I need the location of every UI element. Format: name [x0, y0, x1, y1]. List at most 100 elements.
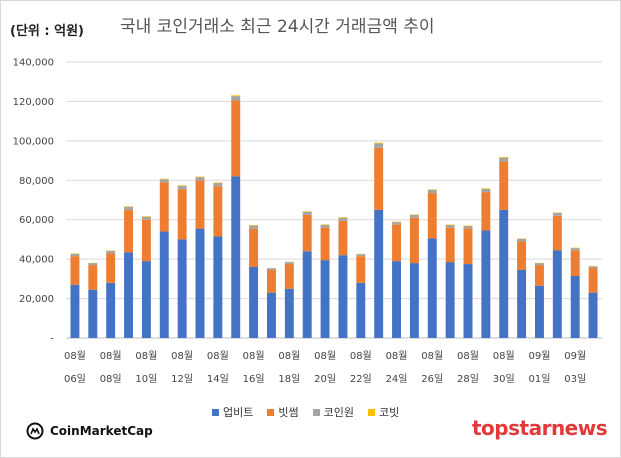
- bar-segment-upbit: [70, 284, 80, 338]
- bar-segment-korbit: [302, 211, 312, 212]
- bar-segment-coinone: [213, 183, 223, 187]
- x-tick-label-month: 08월: [243, 350, 265, 362]
- x-tick-label-day: 28일: [457, 373, 479, 385]
- legend-item-coinone: 코인원: [312, 404, 354, 420]
- x-tick-label-month: 08월: [386, 350, 408, 362]
- bar-segment-korbit: [499, 156, 509, 158]
- bar-segment-coinone: [124, 206, 133, 210]
- legend-label-coinone: 코인원: [323, 406, 354, 419]
- bar-segment-coinone: [570, 248, 580, 251]
- bar-segment-bithumb: [249, 228, 259, 268]
- bar-segment-upbit: [106, 282, 116, 338]
- bar-segment-korbit: [141, 216, 151, 217]
- bar-segment-coinone: [374, 143, 384, 148]
- bar-segment-bithumb: [302, 214, 312, 252]
- bar-segment-coinone: [427, 189, 437, 194]
- bar-segment-coinone: [552, 213, 562, 216]
- x-tick-label-month: 08월: [135, 350, 157, 362]
- bar-segment-bithumb: [195, 180, 205, 229]
- x-tick-label-day: 14일: [207, 373, 229, 385]
- bar-segment-bithumb: [517, 241, 527, 270]
- chart-title: 국내 코인거래소 최근 24시간 거래금액 추이: [120, 17, 435, 37]
- bar-segment-upbit: [535, 285, 544, 338]
- x-tick-label-day: 26일: [421, 373, 443, 385]
- x-tick-label-day: 06일: [64, 373, 86, 385]
- bar-segment-upbit: [88, 289, 98, 338]
- legend-item-upbit: 업비트: [212, 404, 253, 420]
- unit-label: (단위 : 억원): [10, 24, 84, 39]
- bar-segment-coinone: [356, 254, 366, 257]
- bar-segment-korbit: [159, 178, 169, 180]
- x-tick-label-month: 08월: [457, 350, 479, 362]
- x-tick-label-month: 08월: [171, 350, 193, 362]
- bar-segment-coinone: [463, 226, 473, 229]
- bar-segment-upbit: [195, 228, 205, 338]
- legend-item-bithumb: 빗썸: [267, 404, 299, 420]
- x-tick-label-day: 10일: [135, 373, 157, 385]
- bar-segment-upbit: [159, 231, 169, 338]
- y-tick-label: 20,000: [19, 294, 54, 305]
- bar-segment-coinone: [588, 266, 598, 269]
- x-tick-label-day: 20일: [314, 373, 336, 385]
- bar-segment-korbit: [124, 206, 133, 207]
- bar-segment-coinone: [535, 263, 544, 266]
- bar-segment-bithumb: [320, 227, 330, 261]
- y-tick-label: 140,000: [13, 58, 54, 69]
- y-tick-label: -: [50, 334, 54, 345]
- bar-segment-coinone: [267, 268, 276, 270]
- bar-segment-coinone: [106, 250, 116, 254]
- bar-segment-coinone: [517, 238, 527, 242]
- x-tick-label-day: 30일: [493, 373, 515, 385]
- bar-segment-upbit: [374, 209, 384, 338]
- legend-swatch-upbit: [212, 408, 219, 416]
- legend-item-korbit: 코빗: [368, 404, 399, 420]
- bar-segment-coinone: [141, 216, 151, 220]
- bar-segment-bithumb: [356, 256, 366, 283]
- bar-segment-upbit: [481, 230, 491, 338]
- bar-segment-bithumb: [392, 224, 401, 262]
- x-tick-label-day: 01일: [528, 373, 550, 385]
- bar-segment-upbit: [570, 275, 580, 338]
- x-tick-label-month: 08월: [350, 350, 372, 362]
- x-tick-label-month: 09월: [528, 350, 550, 362]
- bar-segment-upbit: [231, 176, 241, 338]
- bar-segment-bithumb: [481, 192, 491, 231]
- y-tick-label: 80,000: [19, 176, 54, 187]
- bar-segment-coinone: [70, 253, 80, 257]
- bar-segment-bithumb: [70, 256, 80, 285]
- legend-label-korbit: 코빗: [379, 406, 400, 419]
- bar-segment-bithumb: [177, 189, 187, 240]
- bar-segment-upbit: [124, 252, 133, 338]
- bar-segment-bithumb: [374, 147, 384, 210]
- bar-segment-upbit: [427, 238, 437, 338]
- x-tick-label-month: 08월: [64, 350, 86, 362]
- bar-segment-coinone: [88, 263, 98, 266]
- bar-segment-korbit: [249, 225, 259, 226]
- x-tick-label-day: 12일: [171, 373, 193, 385]
- bar-segment-coinone: [481, 188, 491, 193]
- bar-segment-upbit: [320, 260, 330, 338]
- bar-segment-bithumb: [409, 217, 419, 264]
- y-tick-label: 60,000: [19, 215, 54, 226]
- bar-segment-bithumb: [463, 228, 473, 265]
- bar-segment-bithumb: [267, 269, 276, 293]
- x-tick-label-month: 08월: [278, 350, 300, 362]
- bar-segment-bithumb: [141, 219, 151, 262]
- bar-segment-upbit: [141, 261, 151, 338]
- bar-segment-coinone: [177, 186, 187, 190]
- bar-segment-upbit: [213, 236, 223, 338]
- y-tick-label: 40,000: [19, 255, 54, 266]
- bar-segment-bithumb: [552, 215, 562, 251]
- legend-swatch-korbit: [368, 408, 375, 416]
- bar-segment-upbit: [249, 267, 259, 338]
- bar-segment-coinone: [392, 222, 401, 225]
- x-tick-label-day: 08일: [100, 373, 122, 385]
- bar-segment-bithumb: [535, 265, 544, 286]
- bar-segment-coinone: [409, 214, 419, 218]
- bar-segment-bithumb: [231, 100, 241, 177]
- bar-segment-bithumb: [445, 227, 455, 263]
- bar-segment-korbit: [374, 142, 384, 144]
- bar-segment-coinone: [231, 96, 241, 101]
- x-tick-label-month: 08월: [421, 350, 443, 362]
- bar-segment-coinone: [445, 225, 455, 228]
